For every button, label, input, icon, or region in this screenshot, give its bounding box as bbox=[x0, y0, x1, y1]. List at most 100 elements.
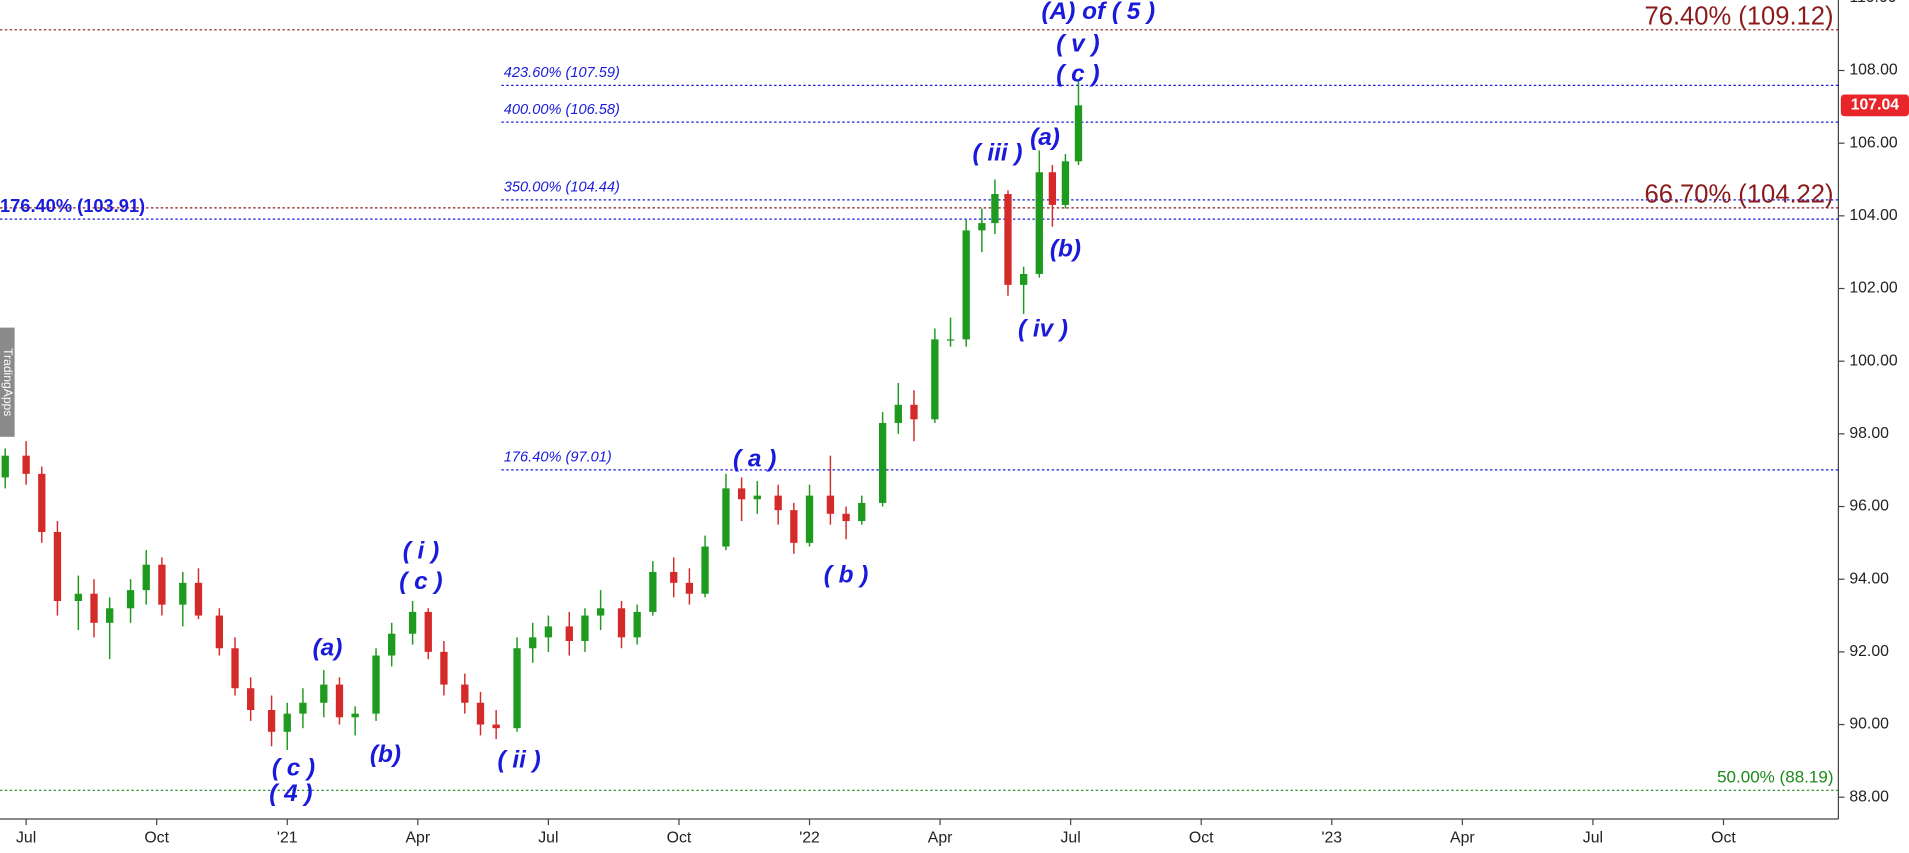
wave-label: (a) bbox=[1030, 124, 1060, 151]
candle-body bbox=[805, 495, 814, 543]
candle-body bbox=[878, 422, 887, 503]
y-tick-label: 108.00 bbox=[1849, 62, 1898, 79]
x-tick-label: Oct bbox=[144, 830, 169, 847]
x-tick-label: Jul bbox=[1061, 830, 1081, 847]
candle-body bbox=[126, 590, 135, 609]
candle-body bbox=[267, 710, 276, 732]
candle-body bbox=[1, 455, 9, 478]
candle-body bbox=[247, 688, 255, 711]
candle-body bbox=[826, 495, 835, 514]
wave-label: ( iv ) bbox=[1018, 315, 1068, 342]
candle-body bbox=[424, 611, 432, 652]
candle-body bbox=[910, 404, 918, 420]
last-price-tag bbox=[1840, 94, 1909, 117]
x-tick-label: '21 bbox=[277, 830, 298, 847]
watermark: TradingApps bbox=[1, 348, 15, 416]
y-tick-label: 100.00 bbox=[1849, 352, 1898, 369]
y-tick-label: 98.00 bbox=[1849, 425, 1889, 442]
wave-label: (A) of ( 5 ) bbox=[1042, 0, 1156, 25]
candle-body bbox=[737, 488, 746, 500]
wave-label: ( 4 ) bbox=[269, 780, 312, 807]
y-tick-label: 96.00 bbox=[1849, 498, 1889, 515]
candle-body bbox=[283, 713, 291, 732]
x-tick-label: '23 bbox=[1321, 830, 1342, 847]
candle-body bbox=[529, 637, 537, 649]
watermark-box bbox=[0, 327, 15, 437]
y-tick-label: 106.00 bbox=[1849, 134, 1898, 151]
y-tick-label: 110.00 bbox=[1849, 0, 1896, 6]
candle-body bbox=[894, 404, 902, 423]
candle-body bbox=[670, 571, 678, 583]
candle-body bbox=[1019, 273, 1028, 285]
candle-body bbox=[962, 230, 970, 340]
candle-body bbox=[388, 633, 396, 656]
candle-body bbox=[774, 495, 782, 511]
x-tick-label: Apr bbox=[928, 830, 953, 847]
watermark-tab: TradingApps bbox=[0, 327, 15, 437]
x-tick-label: Jul bbox=[16, 830, 36, 847]
y-tick-label: 88.00 bbox=[1849, 788, 1889, 805]
level-label: 350.00% (104.44) bbox=[504, 180, 620, 196]
candle-body bbox=[513, 648, 521, 729]
level-label: 423.60% (107.59) bbox=[504, 65, 620, 81]
candle-body bbox=[492, 724, 500, 729]
wave-label: (b) bbox=[370, 741, 401, 768]
candle-body bbox=[544, 626, 553, 638]
wave-label: ( v ) bbox=[1056, 31, 1099, 58]
candle-body bbox=[231, 648, 239, 689]
candle-body bbox=[1004, 194, 1012, 285]
candle-body bbox=[320, 684, 328, 703]
candle-body bbox=[946, 339, 955, 341]
candle-body bbox=[1074, 105, 1083, 162]
candle-body bbox=[1061, 161, 1070, 205]
candle-body bbox=[408, 611, 417, 634]
candle-body bbox=[106, 608, 114, 623]
candle-body bbox=[1035, 172, 1043, 274]
candle-body bbox=[581, 615, 589, 641]
x-tick-label: Apr bbox=[1450, 830, 1475, 847]
wave-label: ( c ) bbox=[399, 568, 442, 595]
candle-body bbox=[351, 713, 359, 718]
y-tick-label: 102.00 bbox=[1849, 280, 1898, 297]
candle-body bbox=[215, 615, 224, 649]
x-tick-label: Jul bbox=[1583, 830, 1603, 847]
candle-body bbox=[90, 593, 98, 623]
candle-body bbox=[194, 582, 203, 616]
wave-label: ( ii ) bbox=[498, 746, 541, 773]
level-label: 76.40% (109.12) bbox=[1645, 2, 1834, 30]
candle-body bbox=[858, 502, 866, 522]
candle-body bbox=[790, 510, 798, 543]
wave-label: ( b ) bbox=[824, 562, 869, 589]
wave-label: ( c ) bbox=[272, 755, 315, 782]
x-tick-label: '22 bbox=[799, 830, 820, 847]
last-price-label: 107.04 bbox=[1851, 97, 1900, 114]
candle-body bbox=[701, 546, 709, 594]
candle-body bbox=[596, 608, 605, 616]
candle-body bbox=[842, 513, 850, 522]
candle-body bbox=[722, 488, 730, 547]
candle-body bbox=[931, 339, 939, 420]
candle-body bbox=[335, 684, 344, 718]
candle-body bbox=[461, 684, 469, 703]
candle-body bbox=[753, 495, 761, 500]
candle-body bbox=[1048, 172, 1057, 205]
candle-body bbox=[633, 611, 641, 638]
x-tick-label: Oct bbox=[1189, 830, 1214, 847]
y-tick-label: 94.00 bbox=[1849, 570, 1889, 587]
candle-body bbox=[991, 194, 999, 224]
candle-body bbox=[142, 564, 150, 591]
x-tick-label: Oct bbox=[1711, 830, 1736, 847]
candle-body bbox=[617, 608, 626, 638]
wave-label: (b) bbox=[1050, 235, 1081, 262]
candle-body bbox=[158, 564, 166, 605]
candle-body bbox=[978, 223, 986, 231]
y-tick-label: 92.00 bbox=[1849, 643, 1889, 660]
level-label: 66.70% (104.22) bbox=[1645, 180, 1834, 208]
candle-body bbox=[685, 582, 694, 594]
candle-body bbox=[299, 702, 307, 714]
wave-label: ( a ) bbox=[733, 445, 776, 472]
candle-body bbox=[38, 473, 46, 532]
candle-body bbox=[22, 455, 30, 474]
